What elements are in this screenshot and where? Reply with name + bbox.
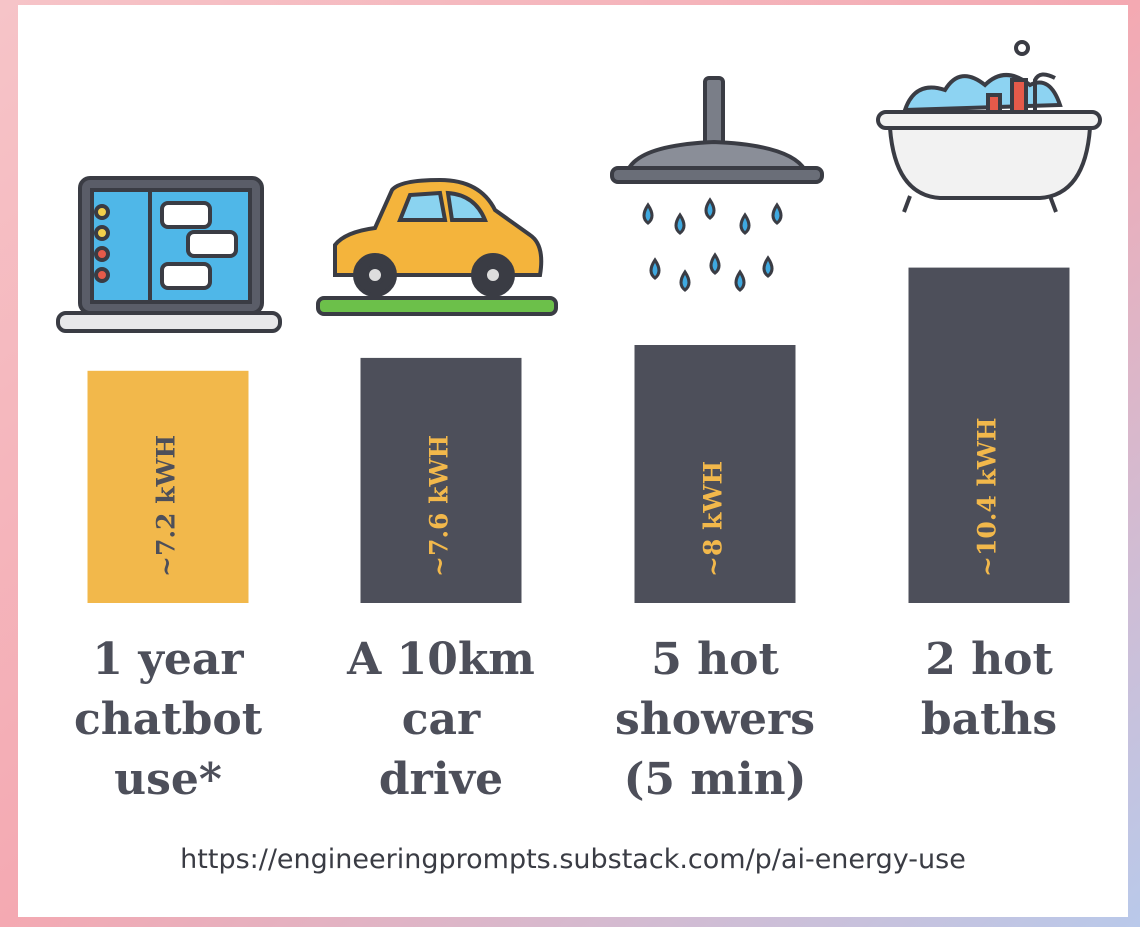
- category-label: 5 hot: [651, 634, 779, 685]
- value-label: ~8 kWH: [699, 461, 728, 577]
- category-label: drive: [379, 754, 503, 805]
- chart: https://engineeringprompts.substack.com/…: [0, 0, 1140, 927]
- laptop-icon: [58, 178, 280, 331]
- category-label: car: [402, 694, 481, 745]
- source-url: https://engineeringprompts.substack.com/…: [180, 844, 966, 875]
- page: https://engineeringprompts.substack.com/…: [0, 0, 1140, 927]
- category-label: use*: [114, 754, 222, 805]
- category-label: 1 year: [92, 634, 244, 685]
- value-label: ~10.4 kWH: [973, 417, 1002, 577]
- value-label: ~7.6 kWH: [425, 435, 454, 577]
- category-label: chatbot: [74, 694, 263, 745]
- category-label: showers: [615, 694, 815, 745]
- category-label: A 10km: [346, 634, 535, 685]
- value-label: ~7.2 kWH: [152, 435, 181, 577]
- category-label: (5 min): [624, 754, 807, 805]
- category-label: 2 hot: [925, 634, 1053, 685]
- category-label: baths: [921, 694, 1057, 745]
